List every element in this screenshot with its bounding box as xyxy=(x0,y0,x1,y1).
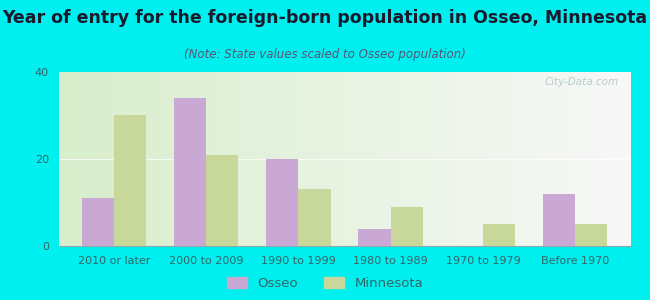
Text: City-Data.com: City-Data.com xyxy=(545,77,619,87)
Bar xyxy=(358,229,391,246)
Bar xyxy=(298,190,331,246)
Bar xyxy=(81,198,114,246)
Bar xyxy=(543,194,575,246)
Bar xyxy=(174,98,206,246)
Bar xyxy=(266,159,298,246)
Legend: Osseo, Minnesota: Osseo, Minnesota xyxy=(227,278,423,290)
Text: Year of entry for the foreign-born population in Osseo, Minnesota: Year of entry for the foreign-born popul… xyxy=(3,9,647,27)
Bar xyxy=(391,207,423,246)
Bar xyxy=(483,224,515,246)
Bar xyxy=(206,154,239,246)
Text: (Note: State values scaled to Osseo population): (Note: State values scaled to Osseo popu… xyxy=(184,48,466,61)
Bar xyxy=(114,116,146,246)
Bar xyxy=(575,224,608,246)
